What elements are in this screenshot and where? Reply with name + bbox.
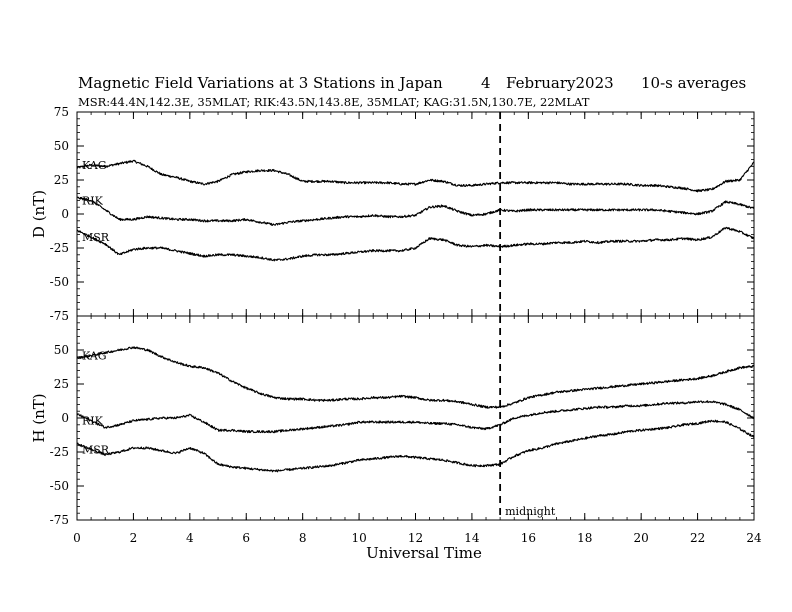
y-tick-label-D: 0 (61, 207, 69, 221)
y-axis-label-H: H (nT) (30, 393, 48, 442)
y-tick-label-D: -75 (50, 309, 69, 323)
y-tick-label-D: 25 (54, 173, 69, 187)
x-tick-label: 12 (408, 531, 423, 545)
series-label-H-kag: KAG (82, 349, 107, 362)
x-tick-label: 0 (73, 531, 81, 545)
y-tick-label-H: -25 (50, 445, 69, 459)
x-tick-label: 10 (351, 531, 366, 545)
plot-area: 75 50 25 0 -25 -50 -75 D (nT) KAG RIK MSR 50 25 0 -25 -… (30, 105, 762, 545)
series-label-D-rik: RIK (82, 194, 104, 207)
x-axis-label: Universal Time (366, 544, 482, 562)
series-line-H-rik (76, 400, 755, 434)
x-tick-label: 14 (464, 531, 480, 545)
y-tick-label-D: 50 (54, 139, 69, 153)
series-line-D-msr (76, 226, 755, 262)
chart-date-month-year: February2023 (506, 74, 614, 92)
y-tick-label-H: 50 (54, 343, 69, 357)
x-tick-label: 18 (577, 531, 592, 545)
x-tick-label: 22 (690, 531, 705, 545)
x-tick-label: 16 (521, 531, 536, 545)
midnight-annotation: midnight (505, 505, 556, 518)
series-line-D-rik (76, 196, 755, 226)
series-line-H-msr (76, 419, 755, 473)
series-label-H-msr: MSR (82, 443, 110, 456)
series-label-D-msr: MSR (82, 231, 110, 244)
series-line-D-kag (76, 159, 755, 193)
chart-averaging: 10-s averages (641, 74, 746, 92)
y-tick-label-H: -50 (50, 479, 69, 493)
y-tick-label-H: -75 (50, 513, 69, 527)
y-tick-label-D: -25 (50, 241, 69, 255)
x-tick-label: 20 (634, 531, 649, 545)
x-tick-label: 4 (186, 531, 194, 545)
chart-title: Magnetic Field Variations at 3 Stations … (78, 74, 443, 92)
y-tick-label-D: 75 (54, 105, 69, 119)
series-line-H-kag (76, 346, 755, 409)
y-tick-label-D: -50 (50, 275, 69, 289)
x-tick-label: 24 (746, 531, 762, 545)
x-tick-label: 6 (242, 531, 250, 545)
chart-subtitle: MSR:44.4N,142.3E, 35MLAT; RIK:43.5N,143.… (78, 95, 590, 109)
y-tick-label-H: 25 (54, 377, 69, 391)
series-label-D-kag: KAG (82, 159, 107, 172)
x-tick-label: 2 (130, 531, 138, 545)
y-tick-label-H: 0 (61, 411, 69, 425)
x-tick-label: 8 (299, 531, 307, 545)
y-axis-label-D: D (nT) (30, 190, 48, 238)
chart-date-day: 4 (481, 74, 491, 92)
series-label-H-rik: RIK (82, 415, 104, 428)
